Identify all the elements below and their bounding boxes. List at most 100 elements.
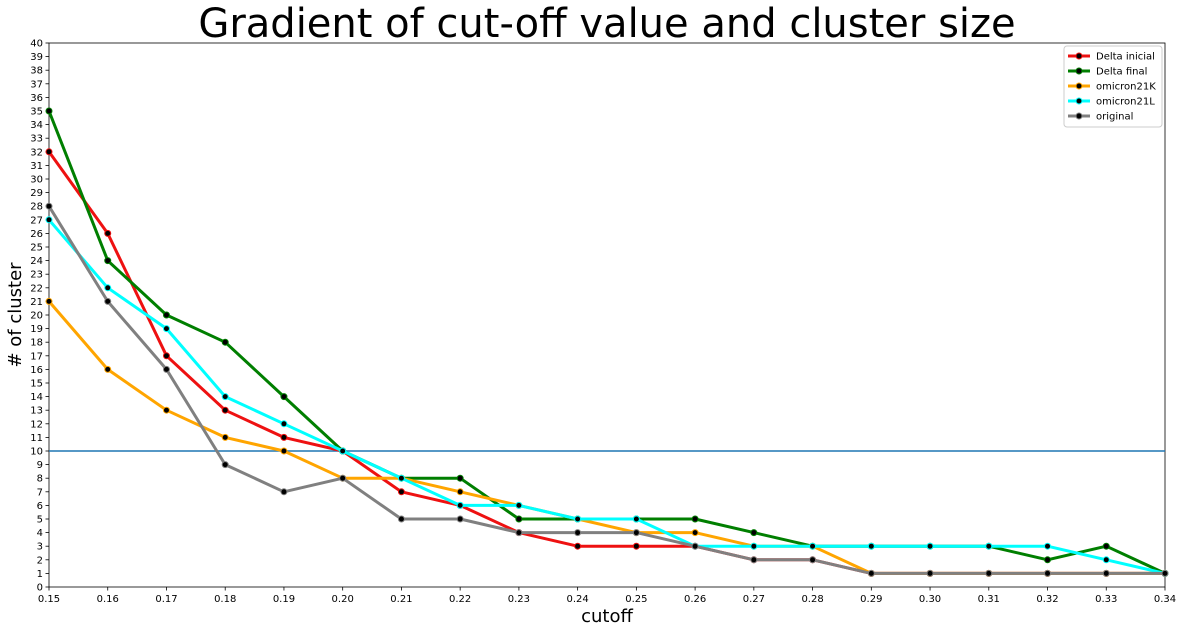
y-tick-label: 27	[30, 215, 43, 226]
y-tick-label: 40	[30, 39, 43, 50]
x-tick-label: 0.18	[214, 594, 236, 605]
legend-marker	[1075, 82, 1083, 90]
data-point-delta-final	[280, 393, 288, 401]
data-point-omicron21k	[104, 365, 112, 373]
y-tick-label: 39	[30, 52, 43, 63]
y-tick-label: 11	[30, 433, 43, 444]
y-tick-label: 9	[37, 460, 43, 471]
x-tick-label: 0.30	[919, 594, 941, 605]
x-axis-label: cutoff	[581, 606, 633, 627]
data-point-original	[221, 461, 229, 469]
data-point-omicron21l	[397, 474, 405, 482]
data-point-omicron21l	[104, 284, 112, 292]
data-point-omicron21l	[456, 501, 464, 509]
data-point-omicron21l	[515, 501, 523, 509]
data-point-delta-final	[221, 338, 229, 346]
data-point-omicron21l	[926, 542, 934, 550]
legend-label: omicron21K	[1096, 82, 1156, 93]
y-tick-label: 14	[30, 392, 43, 403]
data-point-original	[397, 515, 405, 523]
data-point-delta-inicial	[632, 542, 640, 550]
legend-label: Delta final	[1096, 67, 1147, 78]
data-point-omicron21l	[809, 542, 817, 550]
plot-frame	[48, 42, 1166, 588]
x-tick-label: 0.20	[332, 594, 354, 605]
data-point-delta-inicial	[574, 542, 582, 550]
y-tick-label: 4	[37, 528, 43, 539]
x-tick-label: 0.19	[273, 594, 295, 605]
data-point-omicron21k	[691, 529, 699, 537]
data-point-omicron21k	[280, 447, 288, 455]
data-point-original	[867, 569, 875, 577]
data-point-original	[750, 556, 758, 564]
legend-marker	[1075, 67, 1083, 75]
y-tick-label: 26	[30, 229, 43, 240]
series-line-original	[47, 205, 1165, 575]
x-tick-label: 0.23	[508, 594, 530, 605]
legend-label: original	[1096, 112, 1133, 123]
data-point-original	[104, 297, 112, 305]
plot-area: 0123456789101112131415161718192021222324…	[30, 39, 1176, 606]
series-line-delta-inicial	[47, 150, 1165, 575]
legend-label: Delta inicial	[1096, 52, 1155, 63]
data-point-delta-final	[1044, 556, 1052, 564]
data-point-original	[574, 529, 582, 537]
y-tick-label: 21	[30, 297, 43, 308]
y-tick-label: 28	[30, 202, 43, 213]
y-tick-label: 38	[30, 66, 43, 77]
y-axis-label: # of cluster	[5, 262, 26, 368]
data-point-original	[45, 202, 53, 210]
data-point-delta-inicial	[221, 406, 229, 414]
data-point-omicron21k	[221, 433, 229, 441]
y-tick-label: 23	[30, 270, 43, 281]
data-point-original	[280, 488, 288, 496]
y-tick-label: 5	[37, 515, 43, 526]
data-point-omicron21l	[750, 542, 758, 550]
y-tick-label: 13	[30, 406, 43, 417]
data-point-delta-final	[162, 311, 170, 319]
data-point-original	[926, 569, 934, 577]
y-tick-label: 6	[37, 501, 43, 512]
y-tick-label: 30	[30, 175, 43, 186]
y-tick-label: 33	[30, 134, 43, 145]
data-point-omicron21l	[574, 515, 582, 523]
y-tick-label: 7	[37, 487, 43, 498]
y-tick-label: 35	[30, 107, 43, 118]
y-tick-label: 20	[30, 311, 43, 322]
series-line-omicron21l	[47, 218, 1166, 575]
data-point-original	[1102, 569, 1110, 577]
y-tick-label: 15	[30, 379, 43, 390]
data-point-omicron21l	[632, 515, 640, 523]
data-point-omicron21l	[339, 447, 347, 455]
data-point-original	[1161, 569, 1169, 577]
y-tick-label: 37	[30, 79, 43, 90]
legend-label: omicron21L	[1096, 97, 1155, 108]
data-point-original	[1044, 569, 1052, 577]
y-tick-label: 29	[30, 188, 43, 199]
legend-marker	[1075, 112, 1083, 120]
y-tick-label: 31	[30, 161, 43, 172]
y-tick-label: 34	[30, 120, 43, 131]
data-point-delta-inicial	[397, 488, 405, 496]
y-tick-label: 17	[30, 351, 43, 362]
data-point-original	[632, 529, 640, 537]
data-point-omicron21k	[456, 488, 464, 496]
data-point-omicron21k	[162, 406, 170, 414]
data-point-delta-inicial	[45, 148, 53, 156]
y-tick-label: 1	[37, 569, 43, 580]
data-point-delta-inicial	[162, 352, 170, 360]
y-tick-label: 3	[37, 542, 43, 553]
legend-marker	[1075, 52, 1083, 60]
x-tick-label: 0.16	[97, 594, 119, 605]
y-tick-label: 22	[30, 283, 43, 294]
x-tick-label: 0.28	[801, 594, 823, 605]
x-tick-label: 0.27	[743, 594, 765, 605]
x-tick-label: 0.21	[390, 594, 412, 605]
data-point-omicron21l	[867, 542, 875, 550]
y-tick-label: 16	[30, 365, 43, 376]
x-tick-label: 0.33	[1095, 594, 1117, 605]
y-tick-label: 2	[37, 555, 43, 566]
y-tick-label: 18	[30, 338, 43, 349]
data-point-original	[985, 569, 993, 577]
